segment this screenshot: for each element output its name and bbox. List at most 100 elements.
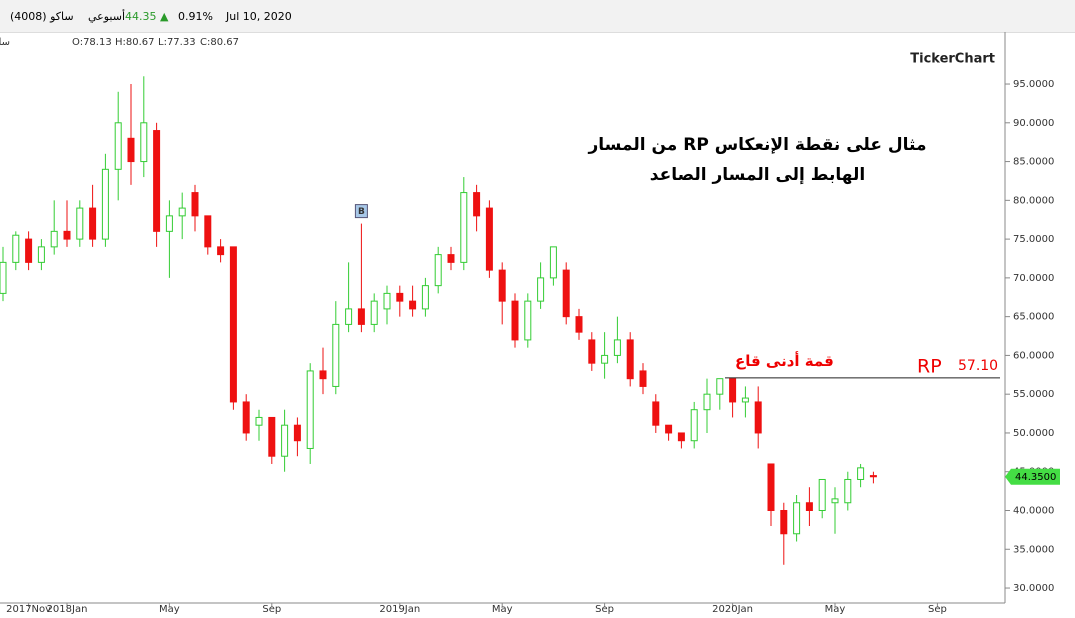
candle-body	[690, 409, 698, 442]
candle-body	[741, 397, 749, 403]
y-tick-label: 65.0000	[1013, 312, 1054, 323]
y-tick-label: 70.0000	[1013, 273, 1054, 284]
candle-body	[613, 339, 621, 356]
candle-body	[588, 339, 596, 364]
date: Jul 10, 2020	[226, 10, 292, 23]
candle-body	[345, 308, 353, 325]
candle-body	[0, 261, 7, 294]
candle-body	[703, 393, 711, 411]
candle-body	[357, 308, 365, 325]
candle-body	[332, 323, 340, 387]
candle-body	[677, 432, 685, 442]
candle-body	[255, 416, 263, 426]
candle-body	[562, 269, 570, 318]
candle-body	[626, 339, 634, 380]
period[interactable]: أسبوعي	[88, 10, 126, 23]
candle-body	[780, 509, 788, 535]
signal-box	[354, 204, 368, 219]
candle-body	[421, 285, 429, 310]
candle-body	[716, 378, 724, 395]
x-tick-label: May	[159, 604, 180, 615]
candle-body	[575, 316, 583, 333]
x-tick-label: Sep	[262, 604, 281, 615]
candle-body	[665, 424, 673, 434]
candle-body	[306, 370, 314, 449]
price-tag-label: 44.3500	[1015, 472, 1056, 483]
candle-body	[409, 300, 417, 310]
y-tick-label: 40.0000	[1013, 505, 1054, 516]
change: 0.91%	[178, 10, 213, 23]
ohlc-open: O:78.13	[72, 37, 112, 48]
y-tick-label: 75.0000	[1013, 234, 1054, 245]
candle-body	[805, 502, 813, 511]
candle-body	[127, 137, 135, 163]
candle-body	[447, 254, 455, 263]
candle-body	[319, 370, 327, 380]
candle-body	[485, 207, 493, 271]
title-line: الهابط إلى المسار الصاعد	[649, 165, 866, 185]
candle-body	[281, 424, 289, 457]
candle-body	[63, 230, 71, 240]
ohlc-high: H:80.67	[115, 37, 155, 48]
x-tick-label: 2017Nov	[6, 604, 51, 615]
y-tick-label: 55.0000	[1013, 389, 1054, 400]
candle-body	[89, 207, 97, 240]
x-tick-label: May	[825, 604, 846, 615]
x-tick-label: Sep	[928, 604, 947, 615]
candle-body	[857, 467, 865, 480]
candle-body	[178, 207, 186, 217]
x-tick-label: Sep	[595, 604, 614, 615]
candle-body	[140, 122, 148, 163]
candle-body	[242, 401, 250, 434]
candle-body	[639, 370, 647, 387]
ohlc-low: L:77.33	[158, 37, 196, 48]
candle-body	[37, 246, 45, 263]
candle-body	[114, 122, 122, 170]
ohlc-close: C:80.67	[200, 37, 239, 48]
candle-body	[537, 277, 545, 302]
price-tag	[1005, 468, 1060, 485]
candle-body	[767, 463, 775, 511]
up-arrow: ▲	[160, 10, 169, 23]
candle-body	[204, 215, 212, 248]
signal-label: B	[358, 207, 365, 217]
candle-body	[165, 215, 173, 232]
candle-body	[793, 502, 801, 535]
candle-body	[25, 238, 33, 263]
rp-annotation: قمة أدنى قاع	[735, 352, 834, 370]
candle-body	[498, 269, 506, 302]
y-tick-label: 80.0000	[1013, 195, 1054, 206]
ohlc-symbol: ساكو (4008)	[0, 37, 10, 48]
logo: TickerChart	[910, 52, 995, 67]
candle-body	[217, 246, 225, 256]
y-tick-label: 60.0000	[1013, 350, 1054, 361]
candle-body	[229, 246, 237, 403]
x-tick-label: May	[492, 604, 513, 615]
candle-body	[754, 401, 762, 434]
y-tick-label: 50.0000	[1013, 428, 1054, 439]
chart: ساكو (4008) O:78.13 H:80.67 L:77.33 C:80…	[0, 32, 1060, 615]
header-bar: ساكو (4008) أسبوعي 44.35 ▲ 0.91% Jul 10,…	[0, 0, 1075, 33]
candle-body	[818, 478, 826, 511]
candle-body	[473, 192, 481, 217]
candle-body	[524, 300, 532, 341]
candle-body	[729, 378, 737, 403]
candle-body	[396, 292, 404, 302]
y-tick-label: 35.0000	[1013, 544, 1054, 555]
candle-body	[652, 401, 660, 426]
x-tick-label: 2019Jan	[379, 604, 420, 615]
candle-body	[460, 192, 468, 263]
candle-body	[601, 354, 609, 364]
candle-body	[50, 230, 58, 248]
candle-body	[434, 254, 442, 287]
x-tick-label: 2018Jan	[47, 604, 88, 615]
candle-body	[293, 424, 301, 442]
candle-body	[831, 498, 839, 504]
y-tick-label: 85.0000	[1013, 157, 1054, 168]
y-tick-label: 95.0000	[1013, 79, 1054, 90]
candle-body	[511, 300, 519, 341]
candle-body	[370, 300, 378, 325]
candle-body	[549, 246, 557, 279]
candle-body	[191, 192, 199, 217]
